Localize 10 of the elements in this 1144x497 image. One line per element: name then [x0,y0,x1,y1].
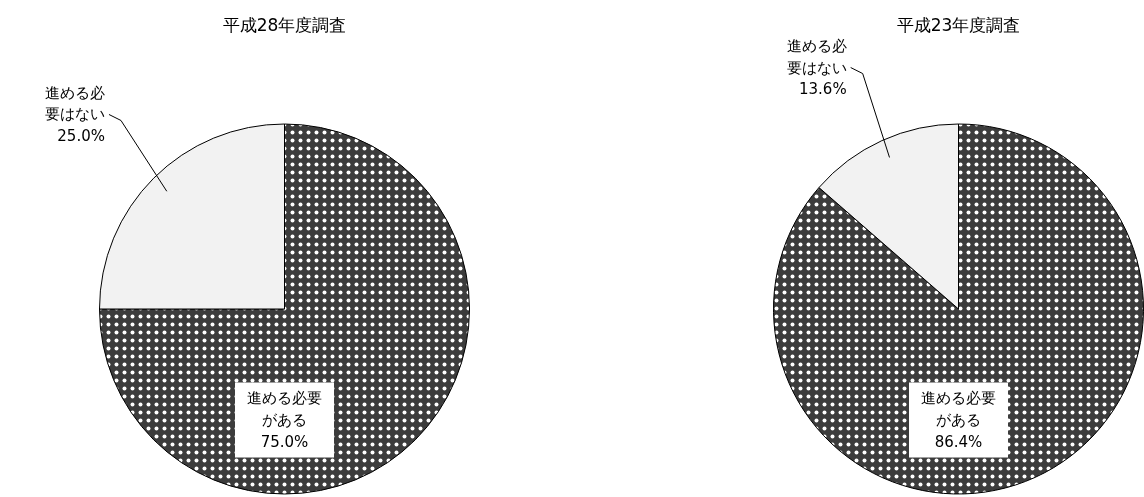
slice-label: 進める必要がある [921,389,996,429]
slice-label: 進める必要はない [44,83,105,124]
slice-label: 進める必要がある [247,389,322,429]
slice-label: 進める必要はない [786,36,847,77]
chart-title: 平成23年度調査 [896,14,1021,35]
data-label: 86.4% [934,432,983,451]
chart-title: 平成28年度調査 [222,14,347,35]
data-label: 13.6% [799,80,847,99]
data-label: 25.0% [57,127,105,146]
data-label: 75.0% [260,432,309,451]
